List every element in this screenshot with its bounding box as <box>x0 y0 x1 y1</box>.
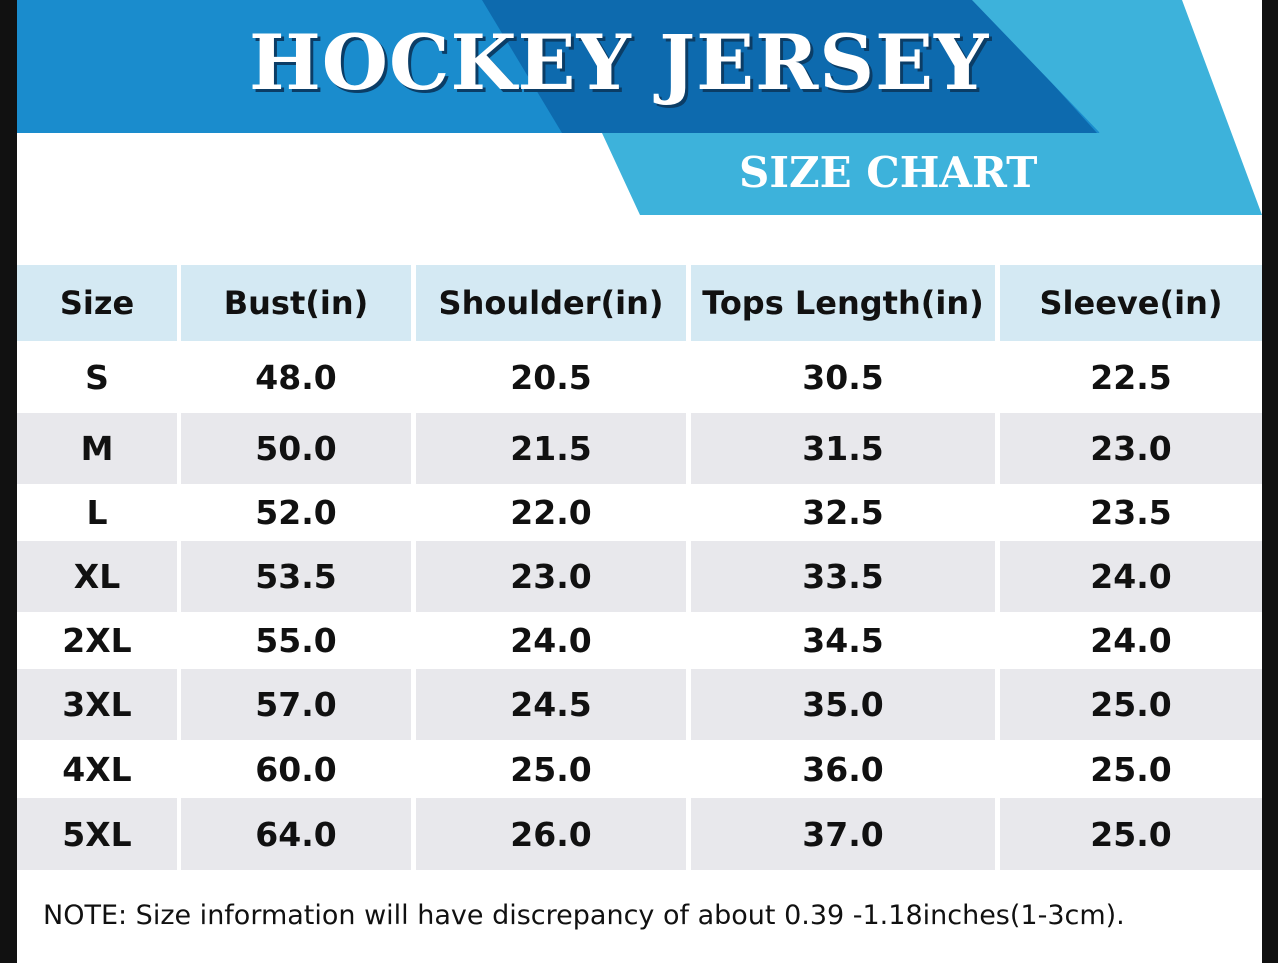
value-cell: 25.0 <box>1000 740 1262 798</box>
value-cell: 23.0 <box>1000 413 1262 484</box>
value-cell: 57.0 <box>181 669 411 740</box>
value-cell: 32.5 <box>691 484 995 541</box>
value-cell: 20.5 <box>416 341 686 413</box>
value-cell: 24.5 <box>416 669 686 740</box>
size-cell: 4XL <box>17 740 177 798</box>
value-cell: 53.5 <box>181 541 411 612</box>
value-cell: 48.0 <box>181 341 411 413</box>
value-cell: 25.0 <box>1000 669 1262 740</box>
note: NOTE: Size information will have discrep… <box>43 900 1125 931</box>
value-cell: 22.5 <box>1000 341 1262 413</box>
column-header: Shoulder(in) <box>416 265 686 341</box>
value-cell: 23.5 <box>1000 484 1262 541</box>
size-cell: 5XL <box>17 798 177 870</box>
value-cell: 30.5 <box>691 341 995 413</box>
size-cell: S <box>17 341 177 413</box>
value-cell: 33.5 <box>691 541 995 612</box>
value-cell: 34.5 <box>691 612 995 669</box>
value-cell: 24.0 <box>1000 612 1262 669</box>
size-cell: 2XL <box>17 612 177 669</box>
value-cell: 24.0 <box>416 612 686 669</box>
column-header: Bust(in) <box>181 265 411 341</box>
value-cell: 50.0 <box>181 413 411 484</box>
value-cell: 25.0 <box>1000 798 1262 870</box>
value-cell: 55.0 <box>181 612 411 669</box>
value-cell: 31.5 <box>691 413 995 484</box>
value-cell: 60.0 <box>181 740 411 798</box>
column-header: Size <box>17 265 177 341</box>
value-cell: 21.5 <box>416 413 686 484</box>
value-cell: 23.0 <box>416 541 686 612</box>
size-cell: L <box>17 484 177 541</box>
column-header: Tops Length(in) <box>691 265 995 341</box>
value-cell: 26.0 <box>416 798 686 870</box>
value-cell: 36.0 <box>691 740 995 798</box>
title: HOCKEY JERSEY <box>249 18 990 107</box>
size-cell: XL <box>17 541 177 612</box>
column-header: Sleeve(in) <box>1000 265 1262 341</box>
size-cell: M <box>17 413 177 484</box>
value-cell: 25.0 <box>416 740 686 798</box>
subtitle: SIZE CHART <box>739 148 1038 197</box>
value-cell: 64.0 <box>181 798 411 870</box>
size-cell: 3XL <box>17 669 177 740</box>
value-cell: 22.0 <box>416 484 686 541</box>
value-cell: 52.0 <box>181 484 411 541</box>
value-cell: 24.0 <box>1000 541 1262 612</box>
banner <box>17 0 1262 215</box>
value-cell: 37.0 <box>691 798 995 870</box>
value-cell: 35.0 <box>691 669 995 740</box>
size-chart: HOCKEY JERSEY SIZE CHART Size Bust(in) Sho… <box>17 0 1262 963</box>
